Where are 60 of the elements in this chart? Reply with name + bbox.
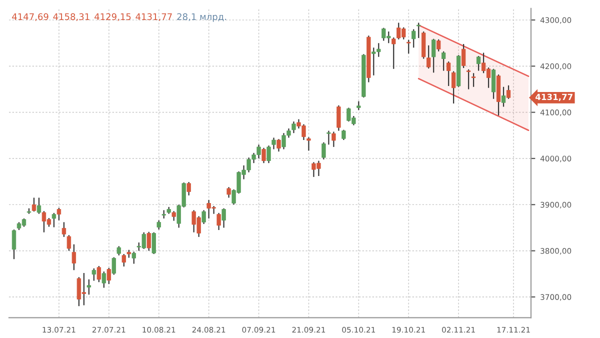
candlestick — [406, 39, 411, 54]
candlestick — [36, 197, 42, 214]
candlestick — [446, 60, 451, 87]
candlestick — [226, 186, 231, 198]
candlestick — [491, 68, 496, 100]
candlestick — [66, 234, 72, 252]
candlestick — [392, 36, 396, 70]
candlestick — [426, 44, 431, 70]
candlestick — [442, 50, 446, 72]
candlestick — [461, 43, 466, 69]
candlestick — [266, 144, 271, 164]
candlestick — [416, 22, 421, 39]
candlestick — [86, 278, 92, 296]
candlestick — [342, 129, 346, 141]
candlestick — [276, 138, 281, 152]
candlestick — [262, 147, 266, 164]
candlestick — [322, 142, 326, 160]
annotation: 28,1 млрд. — [177, 13, 226, 22]
candlestick — [471, 72, 476, 88]
candlestick — [326, 130, 331, 146]
annotation: 4158,31 — [53, 13, 90, 21]
candlestick — [186, 181, 191, 196]
annotation: 4131,77 — [136, 13, 172, 21]
candlestick — [222, 208, 226, 228]
candlestick — [62, 222, 66, 238]
candlestick — [332, 131, 336, 148]
candlestick — [272, 137, 276, 150]
candlestick — [146, 231, 151, 252]
candlestick — [466, 68, 471, 90]
candlestick — [156, 220, 161, 230]
candlestick — [152, 232, 156, 255]
candlestick — [112, 256, 116, 276]
candlestick — [501, 86, 506, 108]
candlestick — [92, 268, 96, 282]
annotation: 4129,15 — [94, 13, 131, 21]
candlestick — [96, 265, 101, 283]
candlestick — [216, 212, 221, 231]
candlestick — [52, 212, 56, 228]
candlestick — [506, 84, 511, 100]
candlestick — [436, 38, 441, 52]
candlestick — [12, 229, 16, 260]
candlestick — [476, 55, 481, 72]
candlestick — [432, 38, 436, 74]
candlestick — [172, 210, 176, 222]
candlestick — [32, 197, 36, 212]
annotation: 4147,69 — [12, 13, 48, 21]
candlestick — [122, 253, 126, 268]
candlestick — [306, 136, 311, 152]
candlestick — [292, 120, 296, 134]
candlestick — [72, 244, 76, 271]
candlestick — [56, 207, 62, 221]
candlestick — [116, 246, 121, 256]
candlestick — [132, 251, 136, 264]
candlestick — [412, 28, 416, 48]
candlestick — [336, 104, 341, 132]
candlestick — [106, 267, 111, 285]
candlestick — [202, 210, 206, 225]
candlestick — [451, 70, 456, 104]
candlestick — [102, 271, 106, 288]
text: 4131,77 — [536, 94, 572, 102]
